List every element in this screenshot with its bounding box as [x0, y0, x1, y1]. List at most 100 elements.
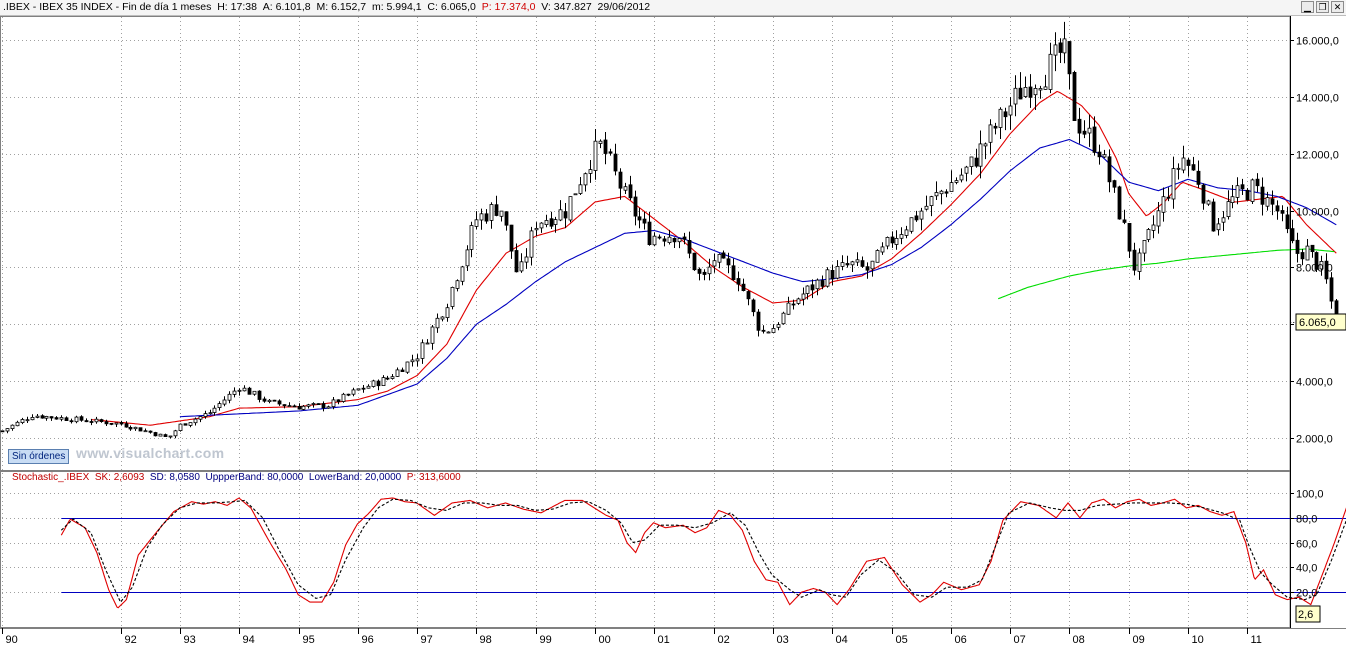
candle-body — [662, 238, 667, 242]
candle-body — [1230, 196, 1235, 203]
candle — [776, 322, 781, 331]
candle-body — [267, 399, 272, 402]
candle-body — [1018, 87, 1023, 100]
candle-body — [227, 393, 232, 401]
candle — [1008, 97, 1013, 130]
candle — [1087, 114, 1092, 147]
candle — [1265, 191, 1270, 211]
candle — [257, 390, 262, 403]
orders-badge[interactable]: Sin órdenes — [8, 449, 70, 464]
time-tick-label: 01 — [658, 634, 670, 646]
candle — [618, 168, 623, 200]
candle — [1295, 232, 1300, 263]
candle — [198, 416, 203, 423]
candle-body — [647, 221, 652, 246]
time-tick-label: 97 — [421, 634, 433, 646]
candle — [677, 237, 682, 249]
price-tick-label: 2.000,0 — [1296, 434, 1333, 446]
candle — [489, 202, 494, 229]
candle-body — [593, 140, 598, 171]
candle-body — [1023, 87, 1028, 98]
close-button[interactable]: ✕ — [1331, 1, 1344, 13]
candle — [5, 428, 10, 434]
candle-body — [1077, 118, 1082, 134]
candle — [766, 331, 771, 334]
candle-body — [974, 157, 979, 167]
candle — [425, 339, 430, 345]
minimize-button[interactable]: ▁ — [1301, 1, 1314, 13]
candle — [440, 316, 445, 322]
candle — [1077, 107, 1082, 144]
candle — [474, 211, 479, 230]
candle — [494, 195, 499, 217]
candle — [1221, 211, 1226, 231]
candle — [519, 253, 524, 273]
candle-body — [746, 291, 751, 300]
candle-body — [212, 407, 217, 413]
candle-body — [726, 258, 731, 266]
time-tick-label: 96 — [362, 634, 374, 646]
candle-body — [682, 236, 687, 240]
candle — [568, 196, 573, 223]
candle-body — [845, 263, 850, 266]
candle-body — [677, 238, 682, 243]
candle-body — [1122, 219, 1127, 223]
candle-body — [1008, 105, 1013, 116]
candle — [1270, 190, 1275, 216]
candle — [1053, 32, 1058, 72]
candle — [1226, 190, 1231, 220]
candle — [1280, 205, 1285, 222]
candle-body — [805, 285, 810, 294]
candle-body — [400, 369, 405, 373]
candle-body — [904, 229, 909, 236]
candle-body — [929, 196, 934, 207]
candle — [1048, 42, 1053, 94]
candle — [549, 211, 554, 229]
candle-body — [173, 430, 178, 437]
candle-body — [361, 387, 366, 390]
candle-body — [143, 430, 148, 433]
candle — [366, 384, 371, 389]
candle-body — [198, 416, 203, 420]
candle — [637, 207, 642, 229]
candle-body — [509, 224, 514, 252]
candle — [890, 231, 895, 248]
candle — [771, 324, 776, 333]
candle — [796, 297, 801, 305]
candle-body — [297, 405, 302, 410]
candle-body — [460, 266, 465, 282]
candle-body — [282, 404, 287, 407]
candle — [885, 236, 890, 250]
candle-body — [252, 390, 257, 395]
date-value: 29/06/2012 — [597, 1, 651, 13]
candle — [954, 177, 959, 185]
candle-body — [1260, 186, 1265, 205]
candle-body — [1290, 228, 1295, 242]
candle — [1171, 156, 1176, 209]
candle — [469, 221, 474, 258]
price-tick-label: 4.000,0 — [1296, 377, 1333, 389]
candle — [178, 423, 183, 432]
candle — [573, 193, 578, 196]
candle-body — [326, 406, 331, 409]
candle-body — [405, 361, 410, 373]
candle-body — [242, 387, 247, 392]
candle-body — [514, 250, 519, 273]
candle-body — [949, 182, 954, 192]
candle — [1117, 185, 1122, 220]
candle — [726, 252, 731, 274]
candle-body — [687, 239, 692, 254]
candle — [163, 433, 168, 438]
candle — [420, 339, 425, 364]
candle — [237, 388, 242, 396]
candle-body — [830, 269, 835, 280]
candle-body — [321, 403, 326, 409]
restore-button[interactable]: ❐ — [1316, 1, 1329, 13]
candle-body — [183, 423, 188, 426]
candle-body — [741, 283, 746, 292]
candle-body — [1033, 88, 1038, 96]
candle — [667, 229, 672, 245]
candle-body — [1285, 214, 1290, 230]
candle — [460, 265, 465, 286]
candle-body — [1107, 156, 1112, 183]
